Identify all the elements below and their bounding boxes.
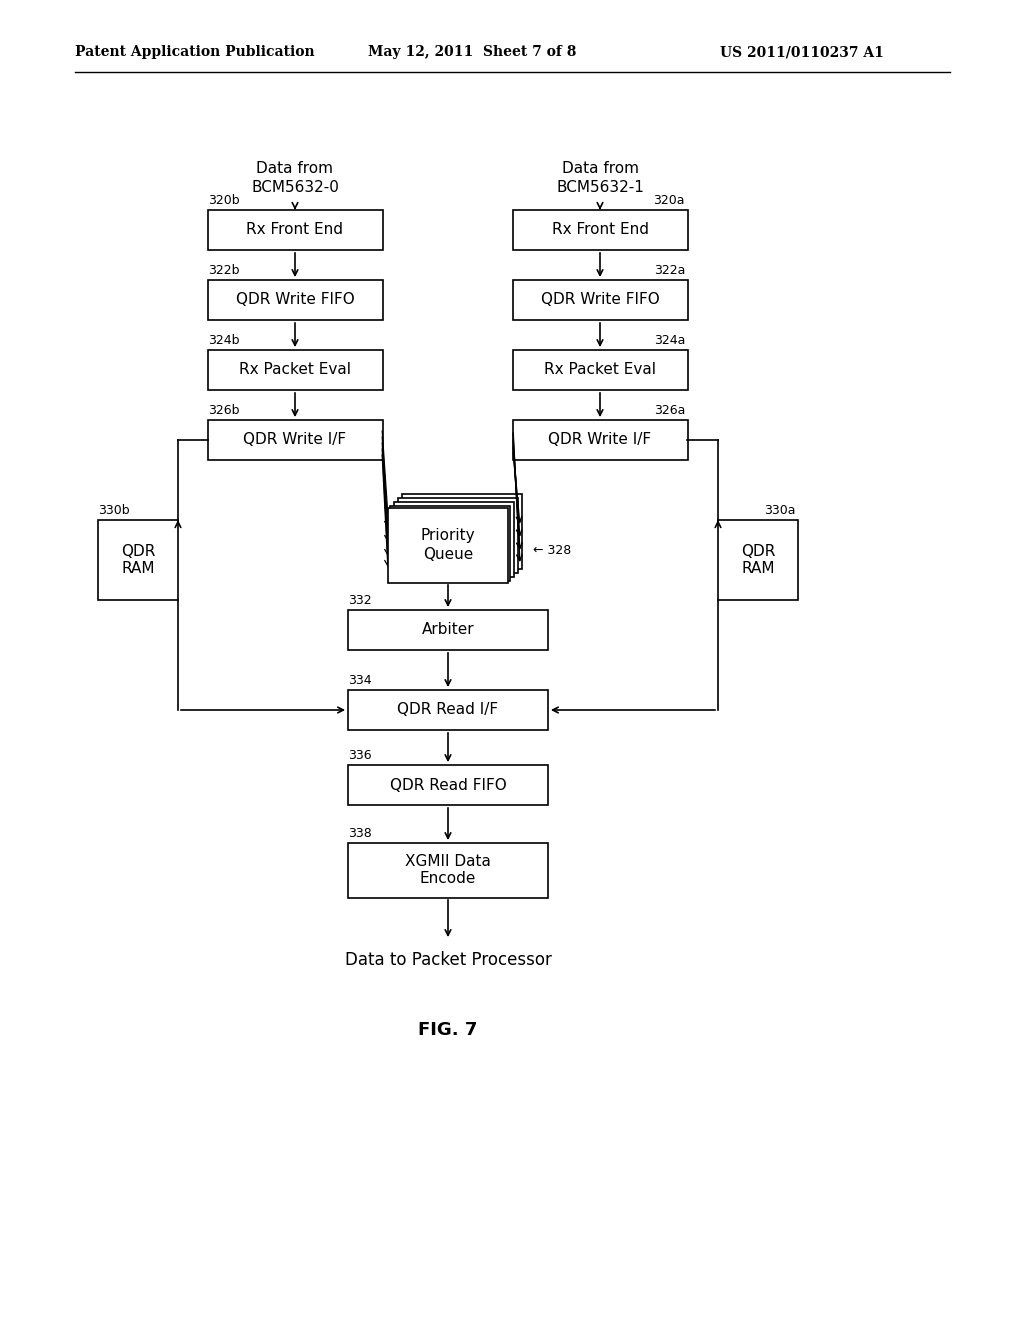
Text: 336: 336 xyxy=(348,748,372,762)
Text: 322a: 322a xyxy=(653,264,685,277)
Text: Data from
BCM5632-1: Data from BCM5632-1 xyxy=(556,161,644,195)
Bar xyxy=(348,842,548,898)
Bar xyxy=(98,520,178,601)
Text: Patent Application Publication: Patent Application Publication xyxy=(75,45,314,59)
Text: Rx Packet Eval: Rx Packet Eval xyxy=(239,363,351,378)
Text: ← 328: ← 328 xyxy=(534,544,571,557)
Text: QDR Write I/F: QDR Write I/F xyxy=(549,433,651,447)
Bar xyxy=(398,498,518,573)
Text: FIG. 7: FIG. 7 xyxy=(419,1020,477,1039)
Bar xyxy=(512,280,687,319)
Text: US 2011/0110237 A1: US 2011/0110237 A1 xyxy=(720,45,884,59)
Bar xyxy=(512,350,687,389)
Bar xyxy=(718,520,798,601)
Bar xyxy=(208,420,383,459)
Text: 320b: 320b xyxy=(208,194,240,207)
Bar xyxy=(348,690,548,730)
Bar xyxy=(390,506,510,581)
Text: May 12, 2011  Sheet 7 of 8: May 12, 2011 Sheet 7 of 8 xyxy=(368,45,577,59)
Text: 334: 334 xyxy=(348,675,372,686)
Text: QDR
RAM: QDR RAM xyxy=(121,544,156,577)
Text: Priority
Queue: Priority Queue xyxy=(421,528,475,562)
Text: 332: 332 xyxy=(348,594,372,607)
Text: XGMII Data
Encode: XGMII Data Encode xyxy=(406,854,490,886)
Text: 330a: 330a xyxy=(765,504,796,517)
Bar xyxy=(348,610,548,649)
Text: 324b: 324b xyxy=(208,334,240,347)
Text: QDR Write I/F: QDR Write I/F xyxy=(244,433,346,447)
Bar xyxy=(348,766,548,805)
Text: 330b: 330b xyxy=(98,504,130,517)
Text: 338: 338 xyxy=(348,828,372,840)
Text: 322b: 322b xyxy=(208,264,240,277)
Bar xyxy=(512,210,687,249)
Bar xyxy=(208,210,383,249)
Text: Rx Front End: Rx Front End xyxy=(247,223,343,238)
Bar xyxy=(402,494,522,569)
Text: Data from
BCM5632-0: Data from BCM5632-0 xyxy=(251,161,339,195)
Text: 326a: 326a xyxy=(653,404,685,417)
Bar xyxy=(512,420,687,459)
Text: 324a: 324a xyxy=(653,334,685,347)
Text: Rx Packet Eval: Rx Packet Eval xyxy=(544,363,656,378)
Text: QDR
RAM: QDR RAM xyxy=(740,544,775,577)
Text: 320a: 320a xyxy=(653,194,685,207)
Bar xyxy=(388,507,508,582)
Text: QDR Read I/F: QDR Read I/F xyxy=(397,702,499,718)
Bar xyxy=(208,350,383,389)
Text: Data to Packet Processor: Data to Packet Processor xyxy=(344,950,552,969)
Text: QDR Read FIFO: QDR Read FIFO xyxy=(389,777,507,792)
Text: Rx Front End: Rx Front End xyxy=(552,223,648,238)
Text: 326b: 326b xyxy=(208,404,240,417)
Text: QDR Write FIFO: QDR Write FIFO xyxy=(236,293,354,308)
Text: QDR Write FIFO: QDR Write FIFO xyxy=(541,293,659,308)
Bar xyxy=(208,280,383,319)
Text: Arbiter: Arbiter xyxy=(422,623,474,638)
Bar xyxy=(394,502,514,577)
